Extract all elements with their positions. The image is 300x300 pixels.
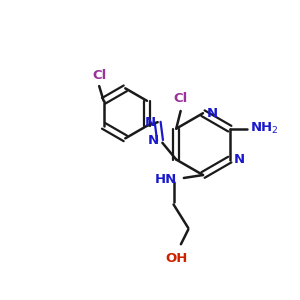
Text: OH: OH bbox=[165, 252, 188, 265]
Text: NH$_2$: NH$_2$ bbox=[250, 121, 279, 136]
Text: N: N bbox=[145, 116, 156, 129]
Text: N: N bbox=[207, 107, 218, 120]
Text: Cl: Cl bbox=[92, 69, 106, 82]
Text: HN: HN bbox=[154, 173, 176, 186]
Text: N: N bbox=[147, 134, 159, 147]
Text: Cl: Cl bbox=[173, 92, 188, 105]
Text: N: N bbox=[234, 153, 245, 166]
